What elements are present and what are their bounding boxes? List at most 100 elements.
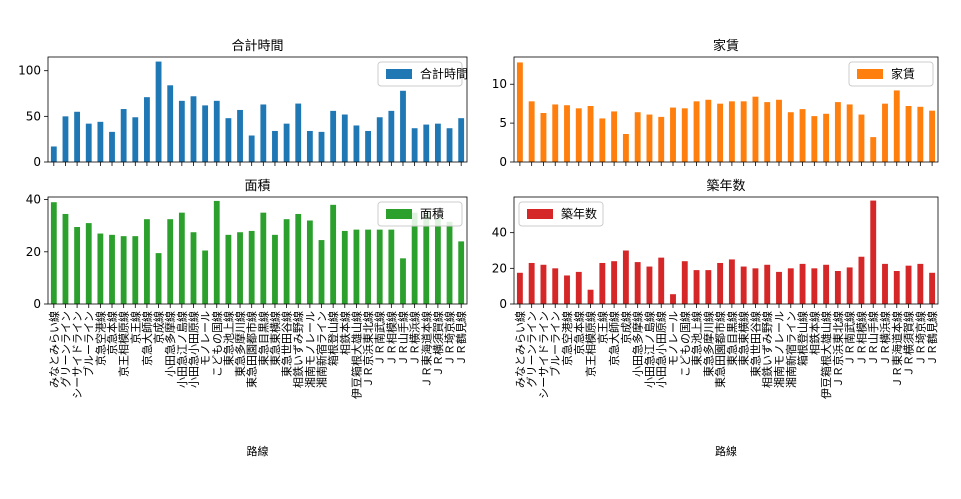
bar-2: [528, 101, 535, 162]
x-tick-label: ＪＲ南武線: [373, 311, 387, 366]
bar-1: [50, 146, 57, 162]
bar-23: [776, 271, 782, 304]
bar-22: [295, 213, 302, 304]
bar-15: [213, 200, 220, 304]
chart-title: 築年数: [706, 179, 745, 194]
x-tick-label: 東急目黒線: [256, 311, 270, 366]
bar-4: [85, 223, 92, 304]
bar-33: [423, 124, 430, 162]
x-tick-label: ＪＲ山手線: [396, 311, 410, 366]
bar-5: [97, 121, 104, 162]
bar-29: [376, 117, 383, 162]
x-tick-label: ＪＲ横須賀線: [902, 311, 916, 377]
x-tick-label: ＪＲ鶴見線: [925, 311, 939, 366]
bar-19: [260, 104, 267, 162]
bar-7: [587, 289, 594, 304]
x-tick-label: モノレール: [199, 311, 212, 366]
bar-18: [717, 262, 724, 304]
bar-18: [248, 230, 255, 304]
bar-10: [622, 134, 629, 162]
x-tick-label: 東急東横線: [737, 311, 751, 366]
bar-19: [260, 212, 267, 304]
x-tick-label: ＪＲ相模線: [854, 311, 868, 366]
y-tick-label: 5: [499, 116, 507, 130]
x-tick-label: 小田急小田原線: [654, 311, 668, 388]
y-tick-label: 100: [18, 64, 41, 78]
bar-32: [882, 263, 888, 305]
bar-9: [144, 97, 150, 162]
legend-label: 築年数: [561, 206, 597, 221]
bar-30: [388, 110, 395, 162]
y-tick-label: 0: [499, 297, 507, 311]
bar-22: [295, 103, 302, 162]
bar-27: [353, 125, 360, 162]
x-tick-label: ＪＲ東海道本線: [890, 311, 904, 388]
bar-20: [740, 101, 747, 162]
x-tick-label: 東急多摩川線: [701, 311, 715, 377]
legend-box: [848, 61, 934, 87]
bar-23: [306, 130, 313, 162]
bar-4: [85, 123, 92, 162]
bar-11: [167, 219, 174, 304]
bar-24: [787, 112, 794, 162]
bar-12: [178, 212, 185, 304]
legend-swatch: [527, 209, 553, 219]
bar-24: [787, 268, 794, 304]
x-tick-label: 東急多摩川線: [233, 311, 247, 377]
bar-13: [190, 96, 197, 162]
x-tick-label: 京急本線: [572, 311, 586, 355]
bar-27: [823, 113, 830, 162]
bar-6: [109, 234, 115, 304]
bar-24: [318, 131, 325, 162]
y-tick-label: 40: [26, 193, 41, 207]
legend-swatch: [386, 209, 412, 219]
x-axis-label: 路線: [715, 444, 737, 458]
x-tick-label: みなとみらい線: [47, 311, 61, 388]
bar-4: [552, 268, 559, 304]
legend-swatch: [386, 69, 412, 79]
x-tick-label: 東急池上線: [690, 311, 704, 366]
bar-4: [552, 104, 559, 162]
bar-2: [62, 213, 69, 304]
legend-box: [518, 201, 604, 227]
bar-1: [516, 272, 523, 304]
bar-33: [423, 212, 430, 304]
axes-frame: [513, 56, 939, 163]
bar-8: [132, 236, 139, 304]
bar-8: [132, 117, 139, 162]
bar-21: [752, 268, 759, 304]
bar-35: [917, 263, 924, 305]
bar-35: [446, 128, 453, 162]
bar-24: [318, 240, 325, 304]
bar-25: [799, 263, 806, 305]
legend: 面積: [377, 201, 463, 227]
x-tick-label: 東急田園都市線: [713, 311, 727, 388]
axes-frame: [47, 56, 468, 163]
legend-label: 家賃: [891, 66, 915, 81]
bar-33: [893, 90, 900, 162]
bar-14: [202, 250, 209, 304]
x-tick-label: ＪＲ横浜線: [408, 311, 422, 366]
x-tick-label: ＪＲ埼京線: [913, 311, 927, 366]
legend-label: 合計時間: [420, 66, 468, 81]
bar-31: [870, 200, 877, 304]
bar-20: [272, 130, 278, 162]
x-tick-label: 相鉄いずみ野線: [760, 311, 774, 388]
x-tick-label: 湘南モノレール: [303, 311, 317, 388]
bar-28: [834, 271, 841, 304]
bar-11: [634, 262, 641, 304]
bar-28: [834, 102, 841, 162]
bar-16: [693, 270, 700, 304]
x-tick-label: 京王相模原線: [117, 311, 131, 377]
x-tick-label: シーサイドライン: [537, 311, 550, 399]
legend: 築年数: [518, 201, 604, 227]
bar-31: [870, 137, 877, 162]
bar-32: [411, 212, 418, 304]
bar-2: [528, 262, 535, 304]
y-tick-label: 0: [33, 155, 41, 169]
bar-14: [670, 107, 676, 162]
bar-6: [575, 108, 582, 162]
chart-title: 面積: [244, 179, 270, 194]
chart-panel-2: 家賃 0 5 10 家賃: [492, 38, 939, 169]
y-tick-label: 0: [33, 297, 41, 311]
